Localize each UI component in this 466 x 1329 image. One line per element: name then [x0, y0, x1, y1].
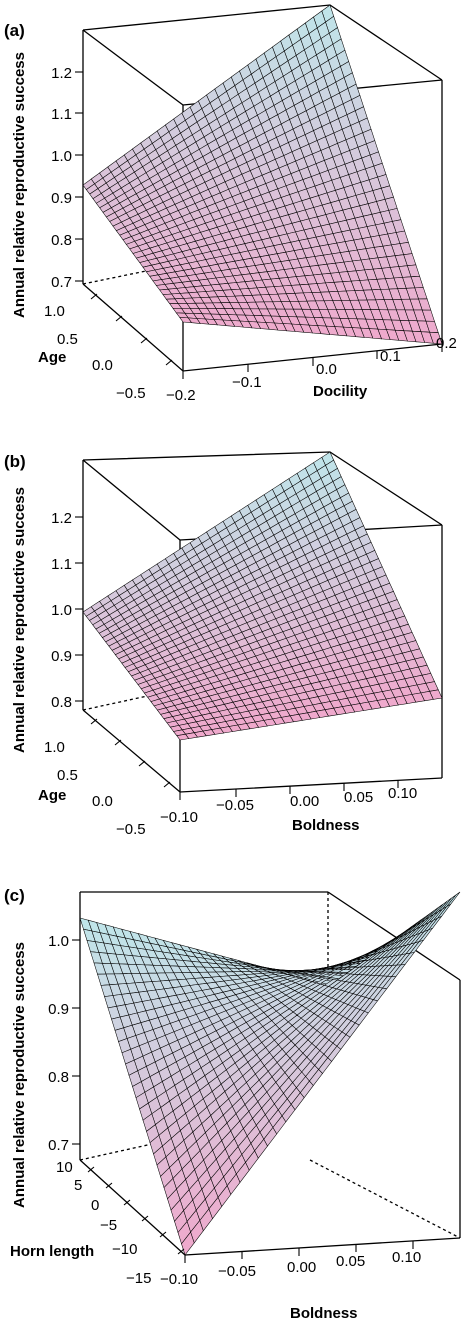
panel-c-box-base-front — [184, 1237, 461, 1256]
panel-b-box-left-top — [82, 459, 181, 541]
panel-b-z-tick-label: 0.8 — [51, 694, 72, 711]
panel-a-z-tick-label: 1.0 — [51, 148, 72, 165]
panel-a-z-tick-label: 1.2 — [51, 65, 72, 82]
panel-c-y-tickmark — [177, 1248, 185, 1255]
panel-a-y-tick-label: −0.5 — [116, 385, 146, 402]
panel-b-y-tick-label: −0.5 — [116, 821, 146, 838]
panel-c-y-ticks: 10 5 0 −5 −10 −15 — [56, 1159, 185, 1287]
panel-b-x-tick-label: 0.05 — [344, 789, 373, 806]
panel-a-x-tick-label: −0.1 — [232, 374, 262, 391]
panel-a-x-axis-title: Docility — [313, 383, 368, 400]
panel-a-z-tick-label: 0.8 — [51, 232, 72, 249]
panel-a-y-tickmark — [115, 315, 123, 322]
panel-c-y-axis-title: Horn length — [10, 1243, 94, 1260]
panel-a-z-tick-label: 0.7 — [51, 274, 72, 291]
panel-c-x-axis-title: Boldness — [290, 1305, 358, 1322]
panel-a-y-tick-label: 1.0 — [44, 303, 65, 320]
panel-c-x-ticks: −0.10 −0.05 0.00 0.05 0.10 — [160, 1241, 421, 1288]
panel-c-y-tickmark — [105, 1182, 113, 1189]
panel-a-y-tickmark — [165, 359, 173, 366]
panel-b-letter: (b) — [4, 452, 26, 471]
panel-b-x-ticks: −0.10 −0.05 0.00 0.05 0.10 — [160, 780, 417, 826]
panel-c-surface — [79, 891, 461, 1256]
panel-c-x-tick-label: 0.00 — [287, 1259, 316, 1276]
panel-a-y-tick-label: 0.0 — [92, 357, 113, 374]
panel-c-y-tick-label: −10 — [112, 1241, 137, 1258]
panel-a-z-axis-title: Annual relative reproductive success — [11, 52, 28, 318]
panel-a-y-tick-label: 0.5 — [57, 331, 78, 348]
panel-c-y-tick-label: 10 — [56, 1159, 73, 1176]
panel-a-x-tick-label: 0.0 — [316, 361, 337, 378]
panel-a-y-axis-title: Age — [38, 349, 66, 366]
panel-b-z-tick-label: 1.1 — [51, 556, 72, 573]
panel-c-box-base-left — [79, 1159, 186, 1256]
panel-b-x-tick-label: −0.10 — [160, 809, 198, 826]
panel-b-y-tick-label: 1.0 — [44, 739, 65, 756]
panel-b-z-tick-label: 1.2 — [51, 510, 72, 527]
panel-c-y-tickmark — [159, 1231, 167, 1238]
panel-b-y-tick-label: 0.0 — [92, 793, 113, 810]
panel-c-y-tick-label: −5 — [100, 1217, 117, 1234]
panel-c-y-tickmark — [123, 1199, 131, 1206]
panel-c-y-tick-label: 0 — [91, 1197, 99, 1214]
panel-c-z-tick-label: 1.0 — [48, 933, 69, 950]
panel-c-y-tickmark — [87, 1166, 95, 1173]
panel-b-y-tickmark — [114, 739, 122, 746]
panel-c-z-tick-label: 0.9 — [48, 1001, 69, 1018]
panel-c-x-tick-label: −0.10 — [160, 1271, 198, 1288]
panel-a-y-ticks: 1.0 0.5 0.0 −0.5 — [44, 293, 173, 402]
panel-c-y-tick-label: −15 — [126, 1270, 151, 1287]
panel-b-x-tick-label: 0.10 — [388, 785, 417, 802]
panel-c-z-axis-title: Annual relative reproductive success — [11, 942, 28, 1208]
panel-b-y-axis-title: Age — [38, 787, 66, 804]
panel-a-x-tick-label: −0.2 — [166, 387, 196, 404]
panel-a: (a) 0.7 0.8 0.9 1.0 1.1 1.2 Annual relat… — [4, 4, 457, 404]
panel-c-x-tick-label: −0.05 — [218, 1263, 256, 1280]
panel-b-y-tick-label: 0.5 — [57, 767, 78, 784]
panel-b-z-tick-label: 1.0 — [51, 602, 72, 619]
panel-a-x-tick-label: 0.1 — [380, 348, 401, 365]
panel-b-y-tickmark — [163, 781, 171, 788]
panel-a-letter: (a) — [4, 21, 25, 40]
panel-b-z-tick-label: 0.9 — [51, 648, 72, 665]
panel-b-x-tick-label: −0.05 — [216, 797, 254, 814]
panel-c-x-tick-label: 0.05 — [336, 1253, 365, 1270]
panel-a-box-left-top — [82, 29, 184, 106]
panel-a-x-tick-label: 0.2 — [436, 335, 457, 352]
panel-c-z-tick-label: 0.8 — [48, 1069, 69, 1086]
panel-c-x-tick-label: 0.10 — [392, 1249, 421, 1266]
panel-c-z-tick-label: 0.7 — [48, 1137, 69, 1154]
panel-c-box-base-right — [309, 1159, 461, 1239]
panel-c: (c) 0.7 0.8 0.9 1.0 Annual relative repr… — [4, 886, 461, 1322]
panel-c-z-ticks: 0.7 0.8 0.9 1.0 — [48, 933, 80, 1154]
panel-c-y-tickmark — [141, 1215, 149, 1222]
panel-c-box-right-top — [327, 891, 461, 981]
panel-b-x-tick-label: 0.00 — [290, 793, 319, 810]
surface-facet — [176, 733, 190, 741]
panel-c-y-tick-label: 5 — [74, 1177, 82, 1194]
panel-b-z-ticks: 0.8 0.9 1.0 1.1 1.2 — [51, 510, 83, 711]
panel-b-y-ticks: 1.0 0.5 0.0 −0.5 — [44, 718, 171, 838]
panel-c-letter: (c) — [4, 886, 25, 905]
panel-b-y-tickmark — [138, 760, 146, 767]
surface-facet — [429, 331, 443, 345]
panel-b-y-tickmark — [90, 718, 98, 725]
panel-b-surface — [82, 451, 443, 741]
panel-a-z-ticks: 0.7 0.8 0.9 1.0 1.1 1.2 — [51, 65, 83, 291]
panel-a-surface — [82, 4, 443, 345]
panel-b-x-axis-title: Boldness — [292, 817, 360, 834]
surface-facet — [181, 1231, 195, 1256]
panel-b-z-axis-title: Annual relative reproductive success — [11, 487, 28, 753]
panel-a-y-tickmark — [140, 337, 148, 344]
panel-a-z-tick-label: 1.1 — [51, 106, 72, 123]
panel-a-y-tickmark — [90, 293, 98, 300]
panel-a-x-ticks: −0.2 −0.1 0.0 0.1 0.2 — [166, 335, 457, 404]
panel-a-z-tick-label: 0.9 — [51, 190, 72, 207]
panel-b: (b) 0.8 0.9 1.0 1.1 1.2 Annual relative … — [4, 451, 443, 838]
